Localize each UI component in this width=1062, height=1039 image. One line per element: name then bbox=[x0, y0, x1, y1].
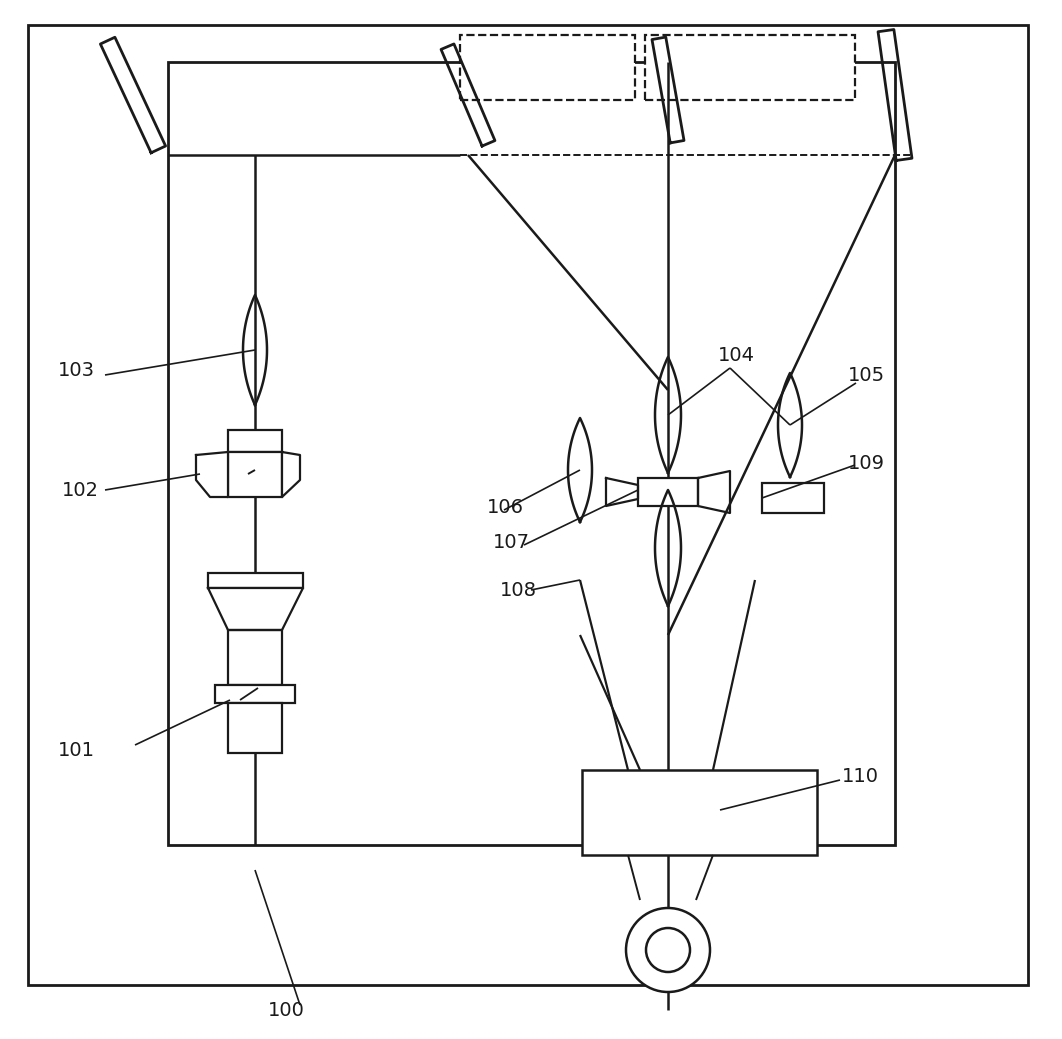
Bar bbox=[645, 35, 855, 100]
Bar bbox=[460, 35, 635, 100]
Text: 106: 106 bbox=[487, 498, 524, 516]
Bar bbox=[228, 430, 282, 452]
Bar bbox=[763, 483, 824, 513]
Bar bbox=[228, 703, 282, 753]
Text: 103: 103 bbox=[58, 361, 95, 379]
Polygon shape bbox=[282, 452, 299, 497]
Text: 107: 107 bbox=[493, 533, 530, 553]
Bar bbox=[228, 452, 282, 497]
Bar bbox=[208, 572, 303, 588]
Circle shape bbox=[626, 908, 710, 992]
Text: 101: 101 bbox=[58, 741, 95, 760]
Bar bbox=[215, 685, 295, 703]
Bar bbox=[638, 478, 698, 506]
Circle shape bbox=[646, 928, 690, 973]
Polygon shape bbox=[196, 452, 228, 497]
Text: 110: 110 bbox=[842, 768, 879, 787]
Bar bbox=[168, 62, 895, 845]
Bar bbox=[228, 630, 282, 685]
Bar bbox=[582, 770, 817, 855]
Text: 109: 109 bbox=[847, 453, 885, 473]
Text: 104: 104 bbox=[718, 346, 755, 365]
Text: 105: 105 bbox=[847, 366, 885, 384]
Text: 108: 108 bbox=[500, 581, 537, 600]
Polygon shape bbox=[208, 588, 303, 630]
Text: 100: 100 bbox=[268, 1001, 305, 1019]
Text: 102: 102 bbox=[62, 480, 99, 500]
